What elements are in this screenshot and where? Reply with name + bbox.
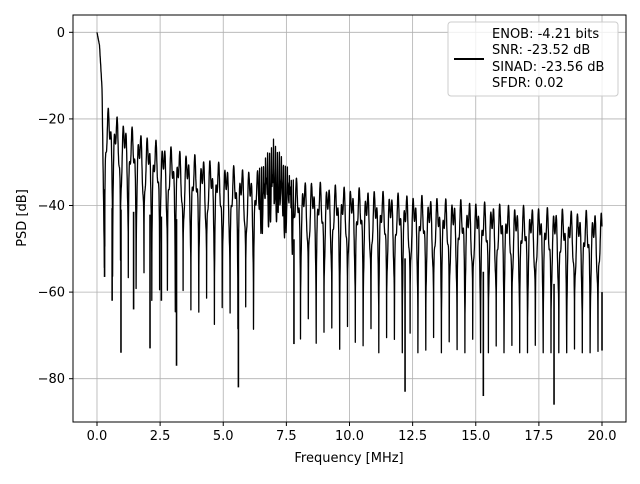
x-tick-label: 10.0: [335, 429, 364, 444]
y-tick-label: −60: [38, 286, 65, 301]
x-tick-label: 12.5: [398, 429, 427, 444]
legend-snr: SNR: -23.52 dB: [492, 43, 590, 58]
x-tick-label: 20.0: [588, 429, 617, 444]
x-tick-label: 15.0: [461, 429, 490, 444]
legend-enob: ENOB: -4.21 bits: [492, 27, 599, 42]
x-tick-label: 2.5: [150, 429, 171, 444]
legend: ENOB: -4.21 bits SNR: -23.52 dB SINAD: -…: [447, 21, 619, 97]
legend-box: [447, 21, 619, 97]
x-tick-label: 17.5: [524, 429, 553, 444]
axis-ticks: 0.0 2.5 5.0 7.5 10.0 12.5 15.0 17.5 20.0 0 −20 −40 −…: [38, 26, 617, 444]
y-tick-label: −20: [38, 112, 65, 127]
data-series: [96, 32, 603, 405]
y-tick-label: −80: [38, 372, 65, 387]
x-tick-label: 7.5: [276, 429, 297, 444]
x-tick-label: 0.0: [87, 429, 108, 444]
x-tick-label: 5.0: [213, 429, 234, 444]
y-tick-label: 0: [57, 26, 65, 41]
legend-sfdr: SFDR: 0.02: [492, 76, 564, 91]
legend-sinad: SINAD: -23.56 dB: [492, 60, 604, 75]
y-axis-label: PSD [dB]: [15, 189, 30, 247]
y-tick-label: −40: [38, 199, 65, 214]
psd-trace: [96, 32, 603, 354]
x-axis-label: Frequency [MHz]: [294, 451, 403, 466]
